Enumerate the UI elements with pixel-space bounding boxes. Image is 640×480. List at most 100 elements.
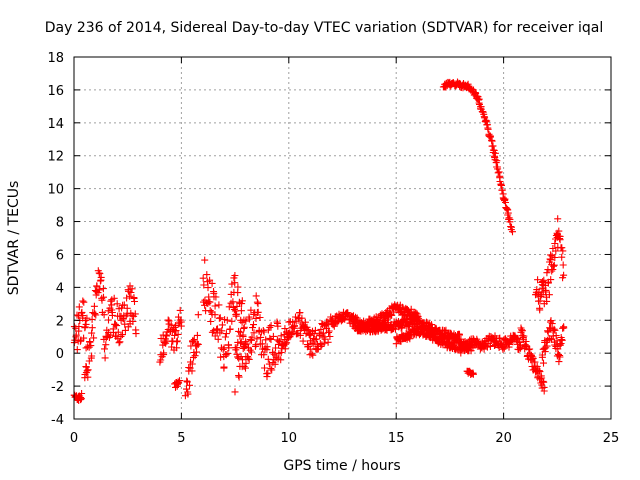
data-point (189, 337, 197, 345)
data-point (239, 333, 247, 341)
data-point (484, 125, 492, 133)
data-point (267, 322, 275, 330)
data-point (533, 362, 541, 370)
data-point (266, 334, 274, 342)
data-point (543, 342, 551, 350)
data-point (529, 355, 537, 363)
data-point (264, 369, 272, 377)
y-tick-label: 16 (47, 84, 64, 99)
data-point (547, 318, 554, 326)
data-point (91, 310, 99, 318)
data-point (127, 289, 135, 296)
data-point (126, 292, 134, 300)
data-point (78, 390, 86, 397)
data-point (253, 298, 261, 306)
data-point (212, 293, 220, 301)
data-point (250, 321, 257, 329)
data-point (554, 215, 562, 223)
data-point (263, 373, 271, 381)
data-point (220, 363, 228, 371)
data-point (233, 344, 241, 352)
data-point (271, 360, 279, 368)
data-point (224, 350, 232, 357)
data-point (261, 364, 268, 372)
data-point (123, 304, 131, 312)
data-point (298, 314, 306, 322)
data-point (111, 320, 119, 328)
data-point (225, 303, 233, 311)
data-point (249, 324, 256, 332)
data-point (545, 291, 553, 299)
data-point (203, 271, 211, 279)
data-point (550, 325, 558, 333)
data-point (204, 284, 212, 292)
data-point (549, 266, 557, 273)
data-point (520, 332, 528, 340)
data-point (558, 336, 566, 343)
data-point (164, 316, 172, 324)
data-point (247, 306, 255, 314)
data-point (188, 367, 196, 375)
data-point (79, 312, 87, 320)
data-point (194, 340, 202, 348)
data-point (223, 316, 231, 324)
data-point (80, 334, 88, 342)
data-point (500, 344, 508, 352)
y-tick-label: 10 (47, 183, 64, 198)
data-point (548, 267, 556, 275)
data-point (102, 341, 110, 349)
data-point (534, 276, 542, 284)
plot-frame (73, 56, 612, 420)
data-point (463, 346, 471, 353)
data-point (493, 157, 501, 165)
data-point (556, 353, 564, 361)
data-point (173, 344, 181, 352)
data-point (107, 297, 115, 305)
data-point (206, 307, 214, 315)
data-point (75, 303, 83, 311)
data-point (71, 336, 79, 344)
data-point (535, 367, 543, 375)
data-point (228, 317, 236, 325)
data-point (551, 240, 559, 247)
data-point (206, 298, 214, 306)
data-point (311, 326, 319, 334)
data-point (538, 374, 546, 382)
data-point (457, 349, 465, 357)
data-point (486, 133, 494, 141)
data-point (554, 345, 562, 353)
data-point (77, 394, 85, 402)
data-point (258, 340, 266, 348)
data-point (129, 318, 137, 325)
data-point (238, 297, 246, 305)
y-tick-label: 14 (47, 117, 64, 132)
grid-layer (74, 57, 611, 419)
x-tick-label: 0 (70, 431, 78, 446)
data-point (83, 314, 91, 322)
data-point (256, 314, 264, 321)
data-point (211, 311, 219, 319)
data-point (296, 309, 304, 317)
data-point (263, 346, 271, 354)
data-point (296, 331, 304, 339)
data-point (88, 329, 96, 337)
data-point (100, 293, 107, 301)
data-point (494, 165, 502, 173)
data-point (120, 301, 128, 309)
data-point (234, 283, 242, 291)
data-point (214, 335, 222, 343)
data-point (536, 368, 544, 376)
data-point (552, 247, 560, 255)
data-point (114, 328, 122, 336)
data-point (303, 326, 311, 333)
data-point (559, 261, 567, 269)
data-point (174, 330, 182, 338)
data-point (551, 254, 559, 261)
data-point (84, 366, 92, 374)
data-point (98, 296, 106, 304)
data-point (540, 276, 548, 284)
data-point (131, 310, 139, 318)
data-point (267, 365, 275, 373)
data-point (560, 324, 568, 332)
